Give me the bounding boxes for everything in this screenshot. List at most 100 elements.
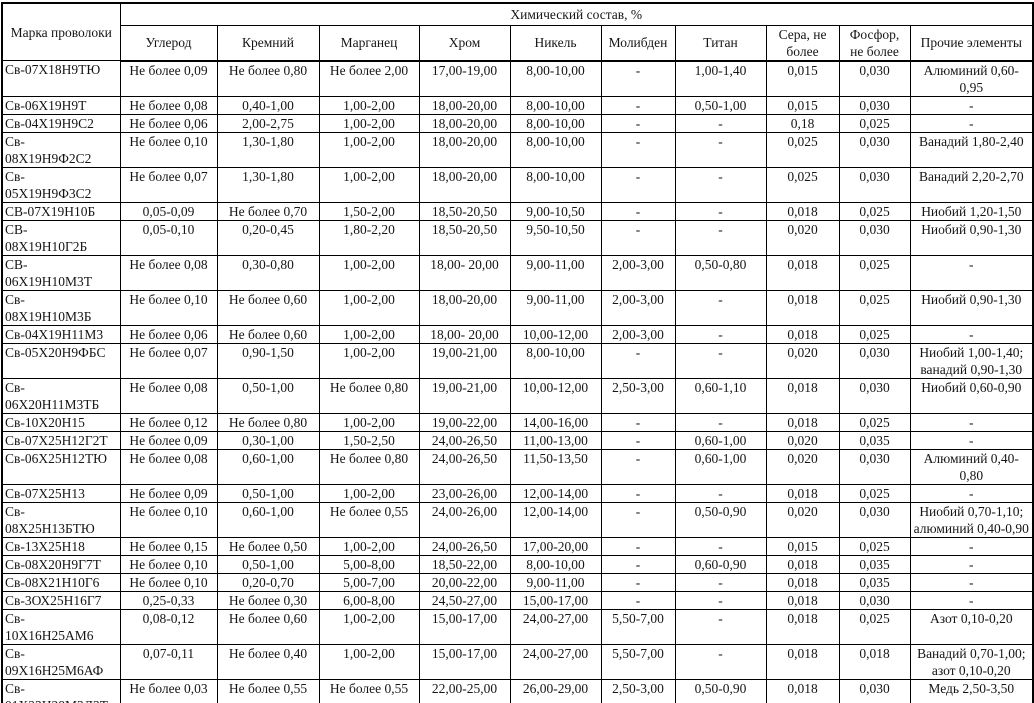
value-cell: Не более 0,09 [119,483,218,503]
value-cell: 0,025 [838,412,911,432]
value-cell: 0,030 [838,501,911,538]
value-cell: 1,00-2,00 [318,483,420,503]
value-cell: Ванадий 2,20-2,70 [909,166,1034,203]
value-cell: - [600,448,676,485]
value-cell: 8,00-10,00 [509,60,602,97]
column-header: Молибден [600,24,676,62]
value-cell: 0,18 [765,113,840,133]
value-cell: 0,50-1,00 [674,95,767,115]
value-cell: 2,50-3,00 [600,377,676,414]
value-cell: 0,20-0,70 [216,572,320,592]
value-cell: 2,00-3,00 [600,254,676,291]
table-row: Св-08Х21Н10Г6 Не более 0,10 0,20-0,70 5,00-… [1,572,1034,592]
value-cell: 11,50-13,50 [509,448,602,485]
value-cell: Не более 0,50 [216,536,320,556]
value-cell: 5,50-7,00 [600,643,676,680]
value-cell: Не более 0,08 [119,448,218,485]
value-cell: - [674,608,767,645]
grade-cell: Св-13Х25Н18 [1,536,121,556]
value-cell: 24,00-26,00 [418,501,511,538]
value-cell: 18,50-20,50 [418,219,511,256]
column-header: Хром [418,24,511,62]
value-cell: Ниобий 0,70-1,10; алюминий 0,40-0,90 [909,501,1034,538]
value-cell: Не более 0,60 [216,608,320,645]
column-header: Углерод [119,24,218,62]
value-cell: - [674,643,767,680]
value-cell: 12,00-14,00 [509,501,602,538]
value-cell: Не более 0,30 [216,590,320,610]
table-row: Св-07Х25Н12Г2Т Не более 0,09 0,30-1,00 1,50… [1,430,1034,450]
value-cell: 0,50-1,00 [216,377,320,414]
header-row-group: Марка проволоки Химический состав, % [1,2,1034,61]
value-cell: 1,00-2,00 [318,536,420,556]
value-cell: 19,00-22,00 [418,412,511,432]
value-cell: - [600,219,676,256]
value-cell: - [600,572,676,592]
grade-cell: Св-04Х19Н9С2 [1,113,121,133]
grade-cell: Св-07Х18Н9ТЮ [1,60,121,97]
value-cell: 8,00-10,00 [509,554,602,574]
value-cell: 15,00-17,00 [418,608,511,645]
value-cell: 9,00-10,50 [509,201,602,221]
value-cell: 0,07-0,11 [119,643,218,680]
value-cell: 0,025 [838,254,911,291]
grade-column-header: Марка проволоки [1,2,121,61]
table-row: Св-3ОХ25Н16Г7 0,25-0,33 Не более 0,30 6,00-… [1,590,1034,610]
value-cell: 0,018 [765,572,840,592]
table-row: Св- 08Х25Н13БТЮ Не более 0,10 0,60-1,00 Не … [1,501,1034,538]
value-cell: 0,035 [838,430,911,450]
value-cell: Не более 0,60 [216,289,320,326]
value-cell: 1,00-2,00 [318,113,420,133]
table-row: Св-13Х25Н18 Не более 0,15 Не более 0,50 1,0… [1,536,1034,556]
value-cell: 24,00-27,00 [509,608,602,645]
value-cell: Не более 0,70 [216,201,320,221]
value-cell: 2,00-3,00 [600,289,676,326]
value-cell: 0,05-0,10 [119,219,218,256]
value-cell: 24,00-26,50 [418,430,511,450]
value-cell: 0,08-0,12 [119,608,218,645]
value-cell: 15,00-17,00 [509,590,602,610]
value-cell: Не более 0,55 [318,501,420,538]
value-cell: - [674,324,767,344]
value-cell: 12,00-14,00 [509,483,602,503]
value-cell: - [909,572,1034,592]
table-row: Св- 06Х20Н11М3ТБ Не более 0,08 0,50-1,00 Не… [1,377,1034,414]
header-row-columns: Углерод Кремний Марганец Хром Никель Молибден… [2,24,1034,62]
value-cell: Ниобий 1,20-1,50 [909,201,1034,221]
value-cell: 0,018 [765,412,840,432]
value-cell: Ванадий 0,70-1,00; азот 0,10-0,20 [909,643,1034,680]
value-cell: Ниобий 0,90-1,30 [909,219,1034,256]
value-cell: 15,00-17,00 [418,643,511,680]
value-cell: 5,00-8,00 [318,554,420,574]
value-cell: 0,018 [765,289,840,326]
grade-cell: Св- 08Х19Н10М3Б [1,289,121,326]
value-cell: Не более 0,12 [119,412,218,432]
value-cell: 0,020 [765,448,840,485]
value-cell: 1,30-1,80 [216,131,320,168]
value-cell: 0,025 [838,483,911,503]
value-cell: 9,00-11,00 [509,289,602,326]
value-cell: - [674,536,767,556]
value-cell: 0,015 [765,95,840,115]
value-cell: 0,018 [765,554,840,574]
table-header: Марка проволоки Химический состав, % Угл… [1,2,1034,62]
value-cell: - [674,289,767,326]
column-header: Марганец [318,24,420,62]
value-cell: Ванадий 1,80-2,40 [909,131,1034,168]
value-cell: Ниобий 1,00-1,40; ванадий 0,90-1,30 [909,342,1034,379]
value-cell: - [674,131,767,168]
value-cell: 0,60-1,00 [674,448,767,485]
value-cell: 0,50-1,00 [216,483,320,503]
value-cell: Не более 0,08 [119,254,218,291]
value-cell: 18,00-20,00 [418,289,511,326]
value-cell: 24,00-27,00 [509,643,602,680]
table-row: Св- 09Х16Н25М6АФ 0,07-0,11 Не более 0,40 1,… [1,643,1034,680]
value-cell: 24,50-27,00 [418,590,511,610]
value-cell: - [600,95,676,115]
value-cell: 18,00- 20,00 [418,324,511,344]
table-body: Св-07Х18Н9ТЮ Не более 0,09 Не более 0,80 Не… [1,60,1034,703]
value-cell: Не более 0,55 [318,678,420,703]
value-cell: 0,025 [838,289,911,326]
value-cell: 18,00- 20,00 [418,254,511,291]
